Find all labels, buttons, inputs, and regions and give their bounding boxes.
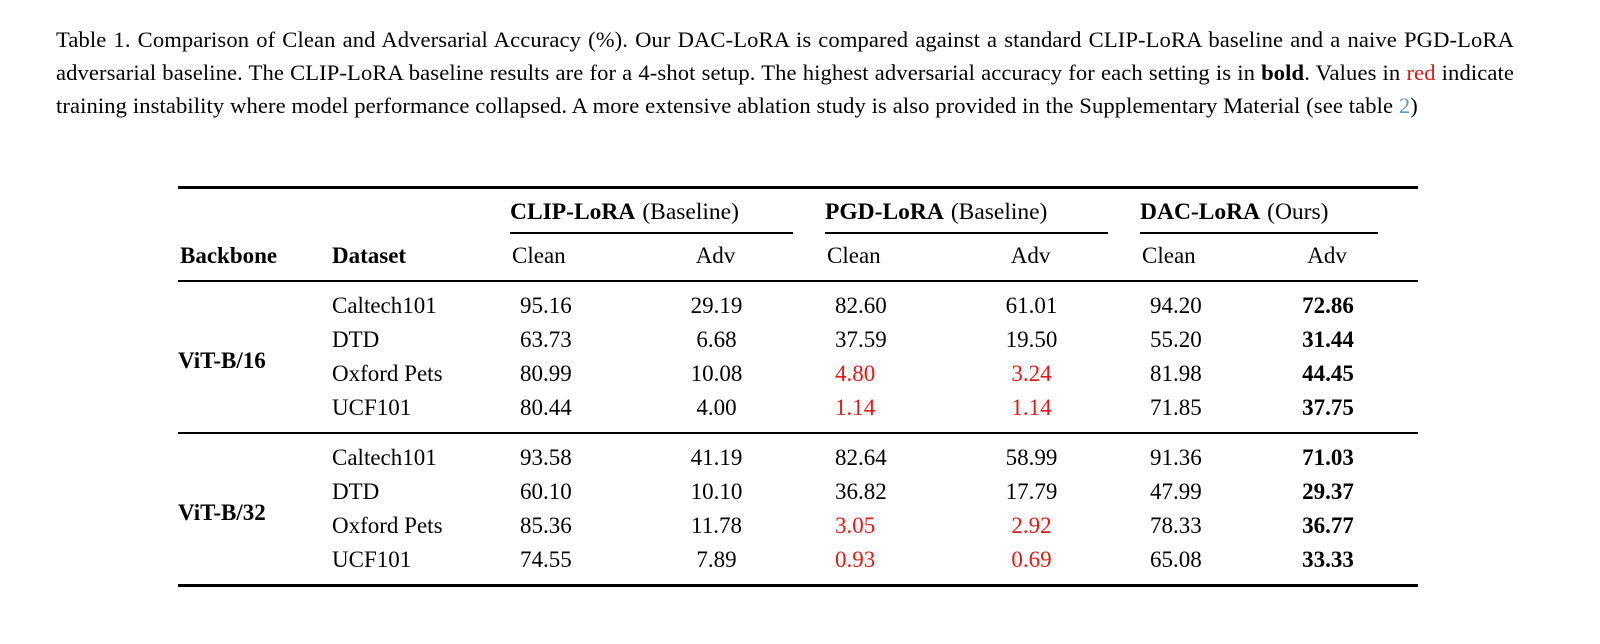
dataset-cell: DTD xyxy=(332,327,380,352)
group-name-dac-lora: DAC-LoRA xyxy=(1140,199,1261,225)
backbone-cell: ViT-B/32 xyxy=(178,499,266,525)
adv-value-cell: 29.19 xyxy=(690,293,743,318)
dataset-cell: DTD xyxy=(332,479,380,504)
adv-value-cell: 10.10 xyxy=(690,479,743,504)
clean-value-cell: 4.80 xyxy=(835,361,876,386)
clean-value-cell: 55.20 xyxy=(1150,327,1202,352)
group-header-clip-lora: CLIP-LoRA (Baseline) xyxy=(510,188,825,234)
table-row: UCF101 80.44 4.00 1.14 1.14 71.85 37.75 xyxy=(178,391,1418,433)
adv-value-cell: 2.92 xyxy=(1011,513,1052,538)
table-row: ViT-B/16 Caltech101 95.16 29.19 82.60 61.01 94… xyxy=(178,281,1418,373)
caption-text-run: ) xyxy=(1410,92,1418,118)
adv-value-cell: 58.99 xyxy=(1005,445,1058,470)
backbone-block-vit-b-32: ViT-B/32 Caltech101 93.58 41.19 82.64 58.99 91… xyxy=(178,433,1418,586)
group-qualifier-pgd-lora: (Baseline) xyxy=(950,199,1048,225)
dataset-cell: UCF101 xyxy=(332,395,412,420)
clean-value-cell: 94.20 xyxy=(1150,293,1202,318)
clean-value-cell: 82.64 xyxy=(835,445,887,470)
adv-value-cell: 17.79 xyxy=(1005,479,1058,504)
clean-value-cell: 37.59 xyxy=(835,327,887,352)
pgd-clean-column-header: Clean xyxy=(825,234,966,282)
dataset-cell: Caltech101 xyxy=(332,293,437,318)
clean-value-cell: 95.16 xyxy=(520,293,572,318)
clean-value-cell: 71.85 xyxy=(1150,395,1202,420)
adv-value-cell: 33.33 xyxy=(1302,547,1354,572)
adv-value-cell: 0.69 xyxy=(1011,547,1052,572)
caption-text-run: bold xyxy=(1261,59,1305,85)
adv-value-cell: 36.77 xyxy=(1302,513,1354,538)
dataset-column-header: Dataset xyxy=(330,234,510,282)
adv-value-cell: 61.01 xyxy=(1005,293,1058,318)
clip-adv-column-header: Adv xyxy=(650,234,826,282)
group-header-row: CLIP-LoRA (Baseline) PGD-LoRA (Baseline) D… xyxy=(178,188,1418,235)
adv-value-cell: 7.89 xyxy=(696,547,737,572)
clean-value-cell: 47.99 xyxy=(1150,479,1202,504)
clean-value-cell: 78.33 xyxy=(1150,513,1202,538)
adv-value-cell: 44.45 xyxy=(1302,361,1354,386)
clean-value-cell: 93.58 xyxy=(520,445,572,470)
caption-text-run: . Values in xyxy=(1304,59,1407,85)
adv-value-cell: 37.75 xyxy=(1302,395,1354,420)
adv-value-cell: 31.44 xyxy=(1302,327,1354,352)
clean-value-cell: 80.44 xyxy=(520,395,572,420)
dac-clean-column-header: Clean xyxy=(1140,234,1281,282)
backbone-cell: ViT-B/16 xyxy=(178,347,266,373)
group-header-spacer xyxy=(178,188,510,235)
adv-value-cell: 6.68 xyxy=(696,327,737,352)
adv-value-cell: 72.86 xyxy=(1302,293,1354,318)
adv-value-cell: 3.24 xyxy=(1011,361,1052,386)
adv-value-cell: 11.78 xyxy=(691,513,742,538)
group-name-clip-lora: CLIP-LoRA xyxy=(510,199,636,225)
adv-value-cell: 71.03 xyxy=(1302,445,1354,470)
clean-value-cell: 3.05 xyxy=(835,513,876,538)
clean-value-cell: 60.10 xyxy=(520,479,572,504)
group-header-pgd-lora: PGD-LoRA (Baseline) xyxy=(825,188,1140,234)
table-caption: Table 1. Comparison of Clean and Adversa… xyxy=(56,24,1514,123)
clean-value-cell: 85.36 xyxy=(520,513,572,538)
clean-value-cell: 63.73 xyxy=(520,327,572,352)
caption-text-run: Table 1. Comparison of Clean and Adversa… xyxy=(56,27,1514,85)
table-row: ViT-B/32 Caltech101 93.58 41.19 82.64 58.99 91… xyxy=(178,433,1418,525)
group-name-pgd-lora: PGD-LoRA xyxy=(825,199,944,225)
caption-link-table-2[interactable]: 2 xyxy=(1398,92,1411,118)
adv-value-cell: 19.50 xyxy=(1005,327,1058,352)
clean-value-cell: 0.93 xyxy=(835,547,876,572)
pgd-adv-column-header: Adv xyxy=(965,234,1141,282)
caption-text-run: indicate training instability where mode… xyxy=(56,59,1514,118)
adv-value-cell: 4.00 xyxy=(696,395,737,420)
results-table: CLIP-LoRA (Baseline) PGD-LoRA (Baseline) D… xyxy=(178,186,1419,587)
caption-text-run: red xyxy=(1406,59,1436,85)
clean-value-cell: 91.36 xyxy=(1150,445,1202,470)
group-qualifier-clip-lora: (Baseline) xyxy=(642,199,739,225)
dataset-cell: Oxford Pets xyxy=(332,361,443,386)
clean-value-cell: 65.08 xyxy=(1150,547,1202,572)
clean-value-cell: 36.82 xyxy=(835,479,887,504)
backbone-block-vit-b-16: ViT-B/16 Caltech101 95.16 29.19 82.60 61.01 94… xyxy=(178,281,1419,433)
table-row: UCF101 74.55 7.89 0.93 0.69 65.08 33.33 xyxy=(178,543,1418,586)
clean-value-cell: 82.60 xyxy=(835,293,887,318)
clean-value-cell: 74.55 xyxy=(520,547,572,572)
dac-adv-column-header: Adv xyxy=(1280,234,1419,282)
backbone-column-header: Backbone xyxy=(178,234,330,282)
group-header-dac-lora: DAC-LoRA (Ours) xyxy=(1140,188,1418,234)
adv-value-cell: 1.14 xyxy=(1011,395,1052,420)
table-row: Oxford Pets 85.36 11.78 3.05 2.92 78.33 36.77 xyxy=(178,509,1418,543)
clean-value-cell: 80.99 xyxy=(520,361,572,386)
clean-value-cell: 1.14 xyxy=(835,395,876,420)
adv-value-cell: 10.08 xyxy=(690,361,743,386)
table-row: DTD 60.10 10.10 36.82 17.79 47.99 29.37 xyxy=(178,475,1418,509)
clip-clean-column-header: Clean xyxy=(510,234,650,282)
column-header-row: Backbone Dataset Clean Adv Clean Adv Cle… xyxy=(178,234,1419,282)
table-row: DTD 63.73 6.68 37.59 19.50 55.20 31.44 xyxy=(178,323,1418,357)
results-table-container: CLIP-LoRA (Baseline) PGD-LoRA (Baseline) D… xyxy=(178,186,1419,587)
adv-value-cell: 29.37 xyxy=(1302,479,1354,504)
group-qualifier-dac-lora: (Ours) xyxy=(1267,199,1329,225)
adv-value-cell: 41.19 xyxy=(690,445,743,470)
dataset-cell: Oxford Pets xyxy=(332,513,443,538)
table-row: Oxford Pets 80.99 10.08 4.80 3.24 81.98 44.45 xyxy=(178,357,1418,391)
dataset-cell: UCF101 xyxy=(332,547,412,572)
dataset-cell: Caltech101 xyxy=(332,445,437,470)
clean-value-cell: 81.98 xyxy=(1150,361,1202,386)
